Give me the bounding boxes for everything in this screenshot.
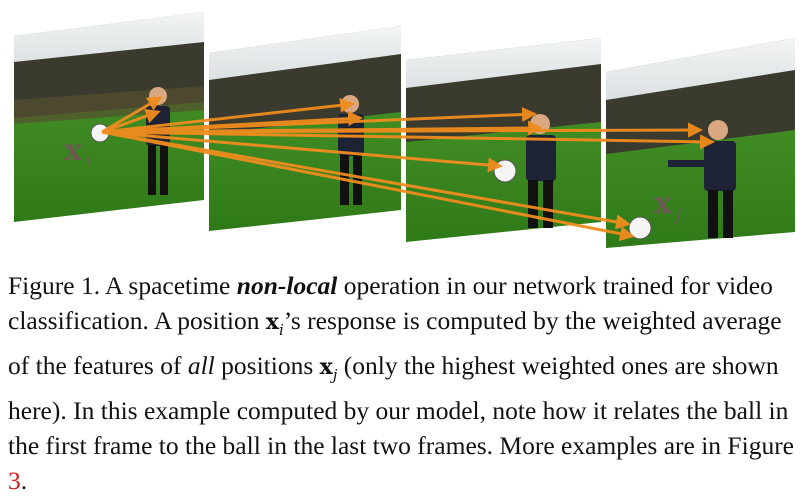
caption-text: positions — [214, 351, 320, 381]
video-frame-1 — [14, 12, 204, 222]
ball — [628, 216, 652, 240]
caption-text: operation in our network trained for vid… — [8, 271, 773, 335]
svg-text:j: j — [672, 205, 682, 225]
figure-caption: Figure 1. A spacetime non-local operatio… — [8, 268, 804, 498]
player-figure — [668, 120, 736, 238]
caption-text: . — [20, 466, 28, 496]
ball — [493, 159, 517, 183]
attention-arrows — [101, 96, 715, 242]
label-xj: x j — [654, 186, 682, 225]
caption-text: ’s response is computed by the weighted … — [8, 306, 782, 381]
caption-emphasis-non-local: non-local — [236, 271, 338, 300]
caption-text: Figure 1. A spacetime — [8, 271, 237, 300]
caption-text: (only the highest weighted ones are show… — [8, 351, 795, 461]
video-frames-figure: x i x j — [14, 12, 795, 248]
caption-emphasis-all: all — [187, 351, 215, 381]
math-subscript-i: i — [278, 321, 284, 340]
label-xi: x i — [64, 133, 91, 171]
svg-text:x: x — [64, 133, 83, 168]
math-subscript-j: j — [332, 366, 338, 385]
math-x: x — [319, 354, 333, 381]
math-x: x — [265, 309, 279, 335]
figure-reference-link[interactable]: 3 — [8, 466, 21, 496]
svg-text:i: i — [86, 151, 91, 171]
svg-text:x: x — [654, 186, 673, 221]
